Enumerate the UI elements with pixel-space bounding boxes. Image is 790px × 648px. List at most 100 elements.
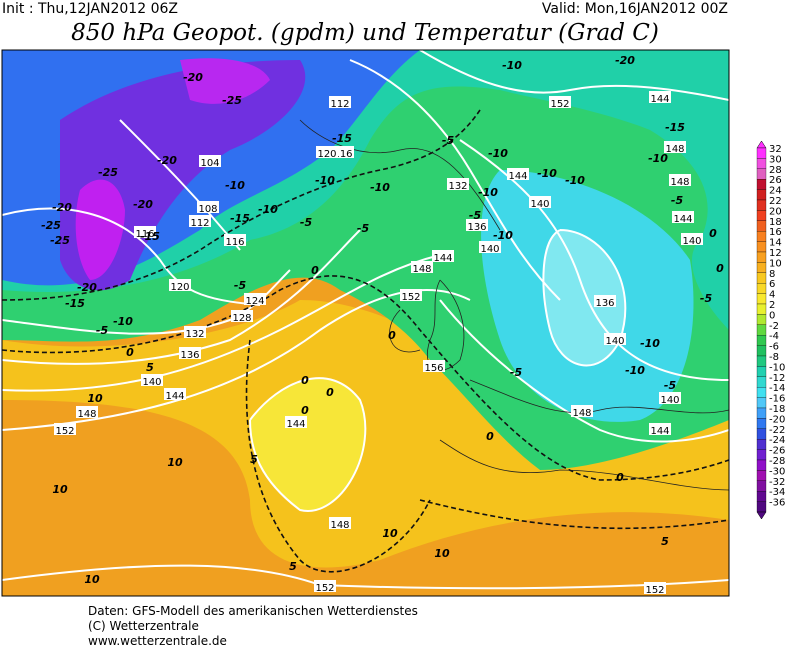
temperature-label: 10 [84, 573, 100, 586]
colorbar-label: -24 [769, 435, 785, 446]
label-box [134, 226, 156, 238]
colorbar-swatch [756, 251, 767, 263]
colorbar-swatch [756, 335, 767, 346]
temperature-label: 0 [709, 227, 717, 240]
label-box [669, 174, 691, 186]
colorbar-swatch [756, 449, 767, 461]
geopotential-label: 120 [317, 149, 336, 160]
temperature-label: -25 [98, 166, 118, 179]
geopotential-label: 112 [190, 218, 209, 229]
geopotential-label: 144 [286, 419, 305, 430]
geopotential-label: 136 [595, 298, 614, 309]
colorbar-label: 14 [769, 238, 782, 249]
geopotential-label: 144 [165, 391, 184, 402]
temperature-label: -20 [615, 54, 635, 67]
colorbar-label: -22 [769, 425, 785, 436]
label-box [672, 211, 694, 223]
label-box [199, 155, 221, 167]
colorbar-swatch [756, 480, 767, 492]
label-box [447, 178, 469, 190]
temperature-label: -10 [488, 147, 508, 160]
colorbar-label: 18 [769, 217, 782, 228]
temperature-label: -15 [332, 132, 352, 145]
colorbar-swatch [756, 459, 767, 471]
label-box [224, 234, 246, 246]
label-box [507, 168, 529, 180]
colorbar-swatch [756, 293, 767, 305]
colorbar-label: -6 [769, 342, 779, 353]
temperature-label: -15 [665, 121, 685, 134]
colorbar-arrow [756, 140, 767, 149]
colorbar-swatch [756, 158, 767, 169]
temperature-label: 0 [616, 471, 624, 484]
label-box [529, 196, 551, 208]
temperature-label: -10 [537, 167, 557, 180]
temperature-label: -10 [625, 364, 645, 377]
colorbar-swatch [756, 272, 767, 284]
label-box [644, 582, 666, 594]
temperature-label: -10 [315, 174, 335, 187]
colorbar-label: -32 [769, 477, 785, 488]
colorbar-label: -36 [769, 498, 785, 509]
geopotential-label: 152 [315, 583, 334, 594]
label-box [549, 96, 571, 108]
colorbar-swatch [756, 470, 767, 481]
colorbar-label: 4 [769, 290, 775, 301]
temperature-label: -10 [648, 152, 668, 165]
footer-line: (C) Wetterzentrale [88, 619, 199, 633]
geopotential-label: 140 [142, 377, 161, 388]
colorbar-swatch [756, 179, 767, 190]
label-box [316, 146, 338, 158]
geopotential-label: 148 [665, 144, 684, 155]
geopotential-label: 152 [401, 292, 420, 303]
temperature-label: -5 [671, 194, 684, 207]
colorbar-label: -28 [769, 456, 785, 467]
geopotential-label: 148 [330, 520, 349, 531]
temperature-label: -5 [234, 279, 247, 292]
geopotential-label: 140 [605, 336, 624, 347]
geopotential-label: 152 [645, 585, 664, 596]
colorbar-swatch [756, 314, 767, 325]
colorbar-label: -12 [769, 373, 785, 384]
title: 850 hPa Geopot. (gpdm) und Temperatur (G… [71, 20, 659, 46]
init-time: Init : Thu,12JAN2012 06Z [2, 1, 178, 17]
geopotential-label: 116 [135, 229, 154, 240]
temperature-label: 0 [716, 262, 724, 275]
colorbar-swatch [756, 303, 767, 315]
label-box [329, 517, 351, 529]
temperature-label: -20 [77, 281, 97, 294]
colorbar-label: -10 [769, 362, 785, 373]
geopotential-label: 112 [330, 99, 349, 110]
colorbar-label: 2 [769, 300, 775, 311]
colorbar-swatch [756, 189, 767, 201]
label-box [184, 326, 206, 338]
temperature-label: -15 [230, 212, 250, 225]
colorbar-arrow [756, 511, 767, 520]
label-box [649, 423, 671, 435]
label-box [164, 388, 186, 400]
geopotential-label: 116 [333, 149, 352, 160]
label-box [411, 261, 433, 273]
colorbar-swatch [756, 491, 767, 502]
temperature-label: 0 [486, 430, 494, 443]
geopotential-label: 136 [467, 222, 486, 233]
colorbar-swatch [756, 210, 767, 221]
temperature-label: -15 [140, 230, 160, 243]
colorbar-swatch [756, 418, 767, 429]
temperature-label: -10 [493, 229, 513, 242]
temperature-label: -10 [113, 315, 133, 328]
label-box [649, 91, 671, 103]
geopotential-label: 148 [572, 408, 591, 419]
colorbar-label: -34 [769, 487, 785, 498]
colorbar-label: -8 [769, 352, 779, 363]
colorbar-label: 24 [769, 186, 782, 197]
label-box [604, 333, 626, 345]
temperature-label: 0 [388, 329, 396, 342]
map [2, 50, 729, 596]
label-box [179, 347, 201, 359]
temperature-label: -5 [96, 324, 109, 337]
temperature-label: 0 [326, 386, 334, 399]
temperature-label: 10 [382, 527, 398, 540]
label-box [329, 96, 351, 108]
colorbar-swatch [756, 397, 767, 409]
